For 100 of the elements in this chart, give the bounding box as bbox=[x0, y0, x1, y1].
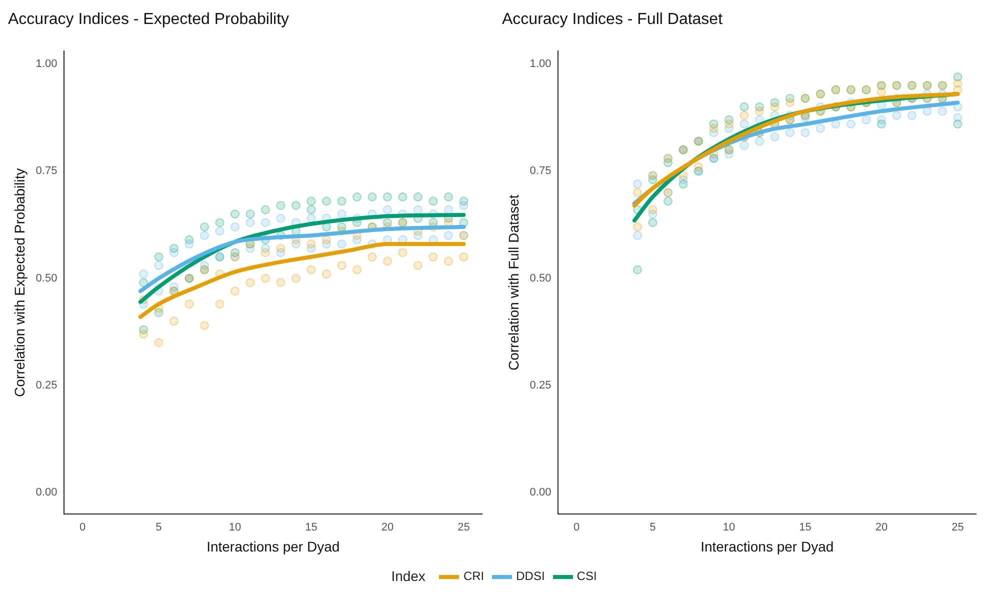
point bbox=[276, 278, 286, 288]
y-tick-label: 0.75 bbox=[530, 165, 552, 178]
point bbox=[230, 286, 240, 296]
point bbox=[800, 128, 810, 138]
point bbox=[846, 120, 856, 129]
point bbox=[322, 196, 331, 206]
point bbox=[831, 120, 840, 129]
legend-label: CSI bbox=[576, 569, 597, 583]
point bbox=[398, 248, 408, 258]
point bbox=[398, 192, 408, 202]
point bbox=[260, 205, 270, 214]
point bbox=[648, 218, 658, 228]
point bbox=[215, 226, 224, 236]
point bbox=[754, 106, 764, 116]
point bbox=[444, 205, 453, 214]
legend-label: DDSI bbox=[515, 569, 545, 583]
point bbox=[785, 128, 794, 138]
point bbox=[169, 316, 178, 326]
point bbox=[306, 265, 316, 274]
point bbox=[184, 300, 194, 309]
point bbox=[694, 162, 703, 172]
point bbox=[770, 102, 780, 112]
point bbox=[306, 205, 316, 214]
point bbox=[139, 278, 148, 288]
point bbox=[215, 218, 224, 228]
point bbox=[633, 265, 642, 274]
point bbox=[382, 192, 392, 202]
point bbox=[154, 252, 164, 262]
y-tick-label: 0.50 bbox=[36, 272, 58, 284]
point bbox=[678, 170, 688, 180]
point bbox=[382, 205, 392, 214]
point bbox=[291, 200, 300, 210]
x-tick-label: 25 bbox=[458, 522, 470, 534]
point bbox=[368, 192, 377, 202]
point bbox=[382, 256, 392, 266]
point bbox=[230, 222, 240, 232]
x-tick-label: 10 bbox=[722, 522, 736, 534]
point bbox=[413, 192, 422, 202]
y-tick-label: 0.00 bbox=[36, 486, 58, 499]
point bbox=[352, 265, 362, 274]
point bbox=[770, 132, 780, 142]
point bbox=[139, 270, 148, 279]
point bbox=[154, 338, 164, 348]
point bbox=[184, 240, 194, 249]
point bbox=[785, 98, 794, 108]
x-tick-label: 0 bbox=[573, 522, 580, 534]
point bbox=[139, 330, 148, 339]
point bbox=[306, 196, 316, 206]
point bbox=[337, 210, 346, 219]
x-tick-label: 10 bbox=[228, 522, 242, 534]
point bbox=[740, 110, 749, 120]
point bbox=[740, 140, 749, 150]
point bbox=[215, 300, 224, 309]
point bbox=[322, 235, 331, 244]
y-tick-label: 0.50 bbox=[530, 272, 552, 284]
x-tick-label: 5 bbox=[156, 522, 162, 534]
point bbox=[709, 124, 718, 133]
point bbox=[260, 248, 270, 258]
point bbox=[246, 210, 255, 219]
point bbox=[633, 230, 642, 240]
point bbox=[444, 256, 453, 266]
x-tick-label: 0 bbox=[79, 522, 86, 534]
y-axis-title: Correlation with Full Dataset bbox=[505, 194, 522, 371]
x-axis-title: Interactions per Dyad bbox=[700, 538, 834, 554]
x-axis-title: Interactions per Dyad bbox=[206, 538, 340, 554]
point bbox=[246, 218, 255, 228]
point bbox=[200, 320, 209, 330]
point bbox=[337, 196, 346, 206]
point bbox=[154, 260, 164, 270]
point bbox=[648, 205, 658, 214]
point bbox=[459, 252, 468, 262]
line-series bbox=[138, 242, 466, 319]
point bbox=[740, 102, 749, 112]
point bbox=[724, 120, 734, 129]
point bbox=[633, 222, 642, 232]
y-tick-label: 1.00 bbox=[530, 58, 552, 70]
point bbox=[754, 136, 764, 146]
point bbox=[938, 106, 947, 116]
x-tick-label: 15 bbox=[305, 522, 318, 534]
point bbox=[368, 252, 377, 262]
point bbox=[276, 244, 286, 253]
y-tick-label: 0.25 bbox=[530, 379, 552, 392]
y-tick-label: 0.75 bbox=[36, 165, 58, 178]
point bbox=[413, 205, 422, 214]
point bbox=[663, 196, 672, 206]
point bbox=[428, 196, 438, 206]
point bbox=[907, 110, 916, 120]
point bbox=[428, 252, 438, 262]
point bbox=[862, 115, 871, 124]
y-tick-label: 0.25 bbox=[36, 379, 58, 392]
point bbox=[459, 200, 468, 210]
chart-title: Accuracy Indices - Full Dataset bbox=[502, 11, 724, 28]
y-tick-label: 0.00 bbox=[530, 486, 552, 499]
point bbox=[633, 188, 642, 198]
point bbox=[230, 210, 240, 219]
point bbox=[246, 278, 255, 288]
legend-title: Index bbox=[391, 568, 426, 584]
x-tick-label: 5 bbox=[650, 522, 656, 534]
point bbox=[816, 124, 825, 133]
legend-label: CRI bbox=[462, 569, 484, 583]
